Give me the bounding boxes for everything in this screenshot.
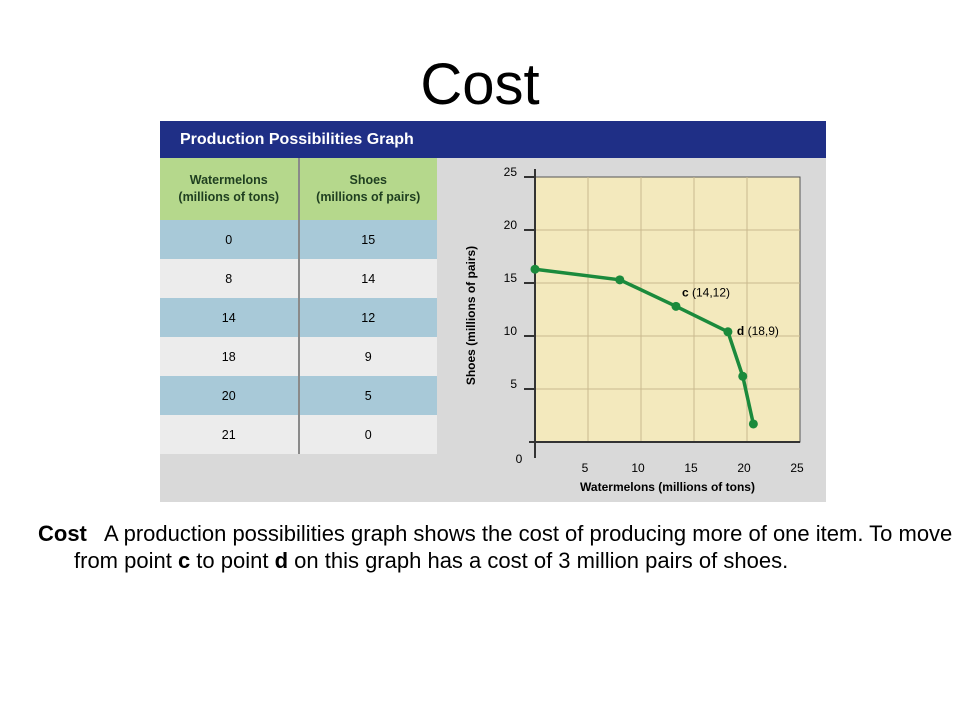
point-annotation-c: c (14,12) [682,285,730,299]
table-cell: 0 [160,220,300,259]
x-tick-label: 5 [582,461,589,475]
y-tick-label: 25 [504,165,518,179]
column-header-shoes: Shoes (millions of pairs) [298,158,437,220]
column-header-watermelons: Watermelons (millions of tons) [160,158,300,220]
y-tick-label: 20 [504,218,518,232]
x-tick-label: 10 [631,461,645,475]
table-cell: 9 [298,337,437,376]
data-point [738,371,748,381]
data-point [530,264,540,274]
table-cell: 8 [160,259,300,298]
table-cell: 5 [298,376,437,415]
caption-lead: Cost [38,521,87,546]
caption-text-2: to point [190,548,275,573]
series-line [534,267,756,425]
caption-text-3: on this graph has a cost of 3 million pa… [288,548,789,573]
point-annotation-d: d (18,9) [737,324,779,338]
table-cell: 18 [160,337,300,376]
x-tick-label: 20 [737,461,751,475]
y-tick-label: 5 [510,377,517,391]
production-table: Watermelons (millions of tons) Shoes (mill… [160,158,437,454]
table-row: 14 12 [160,298,437,337]
table-row: 18 9 [160,337,437,376]
caption-text-1: A production possibilities graph shows t… [74,521,953,573]
x-tick-label: 15 [684,461,698,475]
table-cell: 15 [298,220,437,259]
x-axis-label: Watermelons (millions of tons) [580,480,755,494]
plot-area [534,176,801,443]
table-row: 8 14 [160,259,437,298]
data-point [671,301,681,311]
data-point [615,275,625,285]
table-cell: 20 [160,376,300,415]
table-cell: 14 [298,259,437,298]
y-tick-label: 15 [504,271,518,285]
y-tick-label: 0 [516,452,523,466]
data-point [723,327,733,337]
table-row: 21 0 [160,415,437,454]
slide-title: Cost [420,52,540,117]
table-row: 0 15 [160,220,437,259]
table-cell: 12 [298,298,437,337]
table-cell: 0 [298,415,437,454]
caption: Cost A production possibilities graph sh… [38,520,954,574]
caption-point-d: d [274,548,289,573]
data-point [748,419,758,429]
y-tick-label: 10 [504,324,518,338]
x-tick-label: 25 [790,461,804,475]
table-cell: 21 [160,415,300,454]
table-row: 20 5 [160,376,437,415]
caption-point-c: c [177,548,191,573]
y-axis-label: Shoes (millions of pairs) [464,246,478,385]
panel-header: Production Possibilities Graph [160,121,826,158]
table-cell: 14 [160,298,300,337]
